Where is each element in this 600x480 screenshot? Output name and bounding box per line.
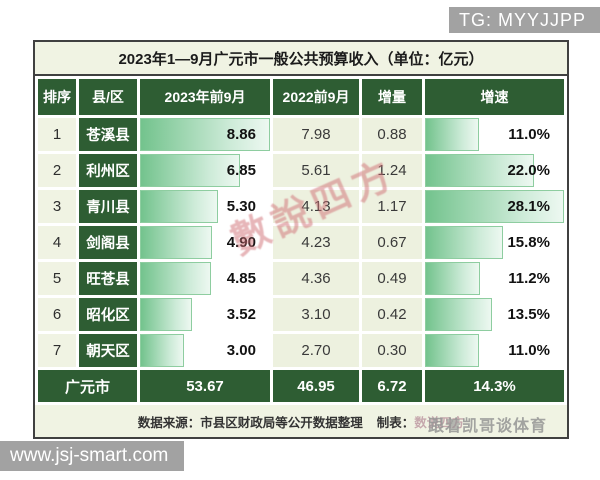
growth-label: 11.0% <box>508 126 550 143</box>
value-2022-cell: 5.61 <box>273 154 359 187</box>
delta-cell: 1.24 <box>362 154 422 187</box>
growth-label: 22.0% <box>507 162 550 179</box>
data-bar-growth <box>425 262 481 295</box>
value-2023-label: 3.00 <box>226 342 256 359</box>
value-2023-cell: 5.30 <box>140 190 270 223</box>
data-bar-2023 <box>140 190 218 223</box>
value-2023-cell: 4.90 <box>140 226 270 259</box>
growth-cell: 15.8% <box>425 226 564 259</box>
data-bar-2023 <box>140 262 212 295</box>
county-cell: 利州区 <box>79 154 137 187</box>
value-2023-cell: 3.00 <box>140 334 270 367</box>
value-2022-cell: 2.70 <box>273 334 359 367</box>
revenue-table: 2023年1—9月广元市一般公共预算收入（单位：亿元） 排序 县/区 2023年… <box>33 40 569 439</box>
value-2023-label: 4.90 <box>226 234 256 251</box>
data-bar-2023 <box>140 334 185 367</box>
total-2023-cell: 53.67 <box>140 370 270 402</box>
value-2022-cell: 7.98 <box>273 118 359 151</box>
column-header-2023: 2023年前9月 <box>140 79 270 115</box>
rank-cell: 4 <box>38 226 76 259</box>
delta-cell: 0.42 <box>362 298 422 331</box>
delta-cell: 0.30 <box>362 334 422 367</box>
delta-cell: 0.49 <box>362 262 422 295</box>
column-header-2022: 2022前9月 <box>273 79 359 115</box>
data-bar-growth <box>425 298 492 331</box>
value-2023-cell: 6.85 <box>140 154 270 187</box>
growth-cell: 13.5% <box>425 298 564 331</box>
column-header-growth: 增速 <box>425 79 564 115</box>
county-cell: 昭化区 <box>79 298 137 331</box>
column-header-county: 县/区 <box>79 79 137 115</box>
rank-cell: 2 <box>38 154 76 187</box>
growth-label: 11.2% <box>508 270 550 287</box>
total-2022-cell: 46.95 <box>273 370 359 402</box>
growth-label: 13.5% <box>507 306 550 323</box>
growth-cell: 22.0% <box>425 154 564 187</box>
total-name-cell: 广元市 <box>38 370 137 402</box>
value-2022-cell: 4.23 <box>273 226 359 259</box>
data-bar-growth <box>425 190 564 223</box>
delta-cell: 1.17 <box>362 190 422 223</box>
value-2023-label: 6.85 <box>226 162 256 179</box>
tg-watermark-badge: TG: MYYJJPP <box>448 7 600 33</box>
growth-label: 28.1% <box>507 198 550 215</box>
growth-label: 15.8% <box>507 234 550 251</box>
website-watermark-badge: www.jsj-smart.com <box>0 441 185 471</box>
data-bar-growth <box>425 334 480 367</box>
county-cell: 青川县 <box>79 190 137 223</box>
growth-cell: 11.0% <box>425 334 564 367</box>
value-2022-cell: 3.10 <box>273 298 359 331</box>
total-delta-cell: 6.72 <box>362 370 422 402</box>
growth-label: 11.0% <box>508 342 550 359</box>
value-2022-cell: 4.36 <box>273 262 359 295</box>
value-2023-cell: 4.85 <box>140 262 270 295</box>
source-note: 数据来源：市县区财政局等公开数据整理 制表：数说四方 <box>35 405 567 437</box>
growth-cell: 11.0% <box>425 118 564 151</box>
rank-cell: 7 <box>38 334 76 367</box>
rank-cell: 5 <box>38 262 76 295</box>
value-2023-cell: 8.86 <box>140 118 270 151</box>
delta-cell: 0.67 <box>362 226 422 259</box>
data-bar-growth <box>425 118 480 151</box>
data-bar-growth <box>425 154 534 187</box>
value-2023-label: 4.85 <box>226 270 256 287</box>
county-cell: 朝天区 <box>79 334 137 367</box>
county-cell: 苍溪县 <box>79 118 137 151</box>
maker-name: 数说四方 <box>414 415 465 430</box>
value-2022-cell: 4.13 <box>273 190 359 223</box>
value-2023-label: 5.30 <box>226 198 256 215</box>
data-bar-2023 <box>140 226 212 259</box>
county-cell: 旺苍县 <box>79 262 137 295</box>
rank-cell: 6 <box>38 298 76 331</box>
rank-cell: 3 <box>38 190 76 223</box>
source-text: 数据来源：市县区财政局等公开数据整理 <box>137 415 363 430</box>
maker-text: 制表：数说四方 <box>376 415 465 430</box>
value-2023-label: 8.86 <box>226 126 256 143</box>
data-bar-growth <box>425 226 504 259</box>
value-2023-cell: 3.52 <box>140 298 270 331</box>
table-grid: 排序 县/区 2023年前9月 2022前9月 增量 增速 1 苍溪县 8.86… <box>35 76 567 405</box>
value-2023-label: 3.52 <box>226 306 256 323</box>
growth-cell: 11.2% <box>425 262 564 295</box>
delta-cell: 0.88 <box>362 118 422 151</box>
growth-cell: 28.1% <box>425 190 564 223</box>
county-cell: 剑阁县 <box>79 226 137 259</box>
data-bar-2023 <box>140 298 192 331</box>
total-growth-cell: 14.3% <box>425 370 564 402</box>
data-bar-2023 <box>140 118 270 151</box>
data-bar-2023 <box>140 154 241 187</box>
rank-cell: 1 <box>38 118 76 151</box>
column-header-rank: 排序 <box>38 79 76 115</box>
table-title: 2023年1—9月广元市一般公共预算收入（单位：亿元） <box>35 42 567 76</box>
column-header-delta: 增量 <box>362 79 422 115</box>
